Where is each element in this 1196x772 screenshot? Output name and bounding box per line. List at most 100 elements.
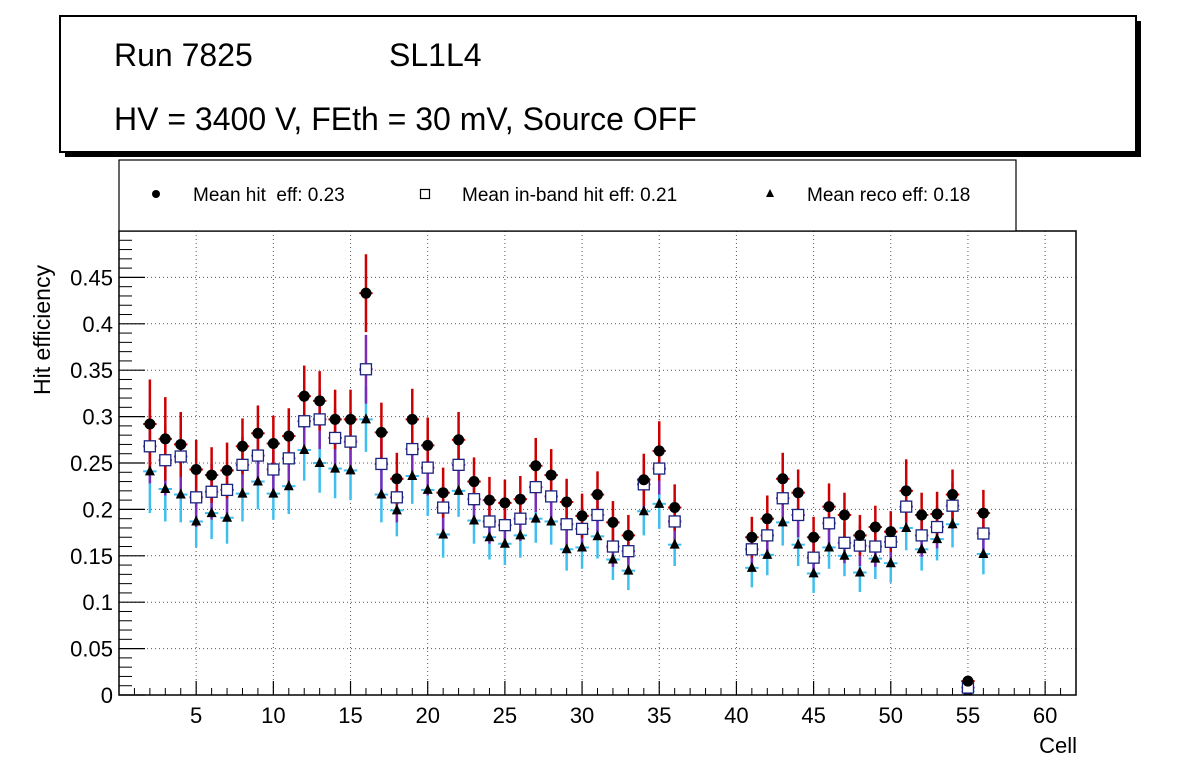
data-point xyxy=(328,431,342,445)
data-point xyxy=(638,505,649,516)
data-point xyxy=(438,528,449,539)
data-point xyxy=(252,427,264,439)
data-point xyxy=(901,521,912,532)
data-point xyxy=(498,519,512,532)
data-point xyxy=(453,484,464,495)
data-point xyxy=(376,488,387,499)
x-tick-label: 50 xyxy=(879,703,903,728)
legend-box xyxy=(118,159,1017,232)
data-point xyxy=(298,390,310,402)
data-point xyxy=(839,549,850,560)
data-point xyxy=(515,529,526,540)
data-point xyxy=(932,533,943,544)
data-point xyxy=(452,458,465,472)
data-point xyxy=(191,515,202,526)
data-point xyxy=(421,461,434,474)
x-tick-label: 55 xyxy=(956,703,980,728)
data-point xyxy=(761,529,774,542)
data-point xyxy=(606,540,620,553)
data-point xyxy=(345,464,356,475)
data-point xyxy=(607,553,618,564)
data-point xyxy=(884,535,897,549)
data-point xyxy=(576,510,588,522)
y-axis-label: Hit efficiency xyxy=(29,265,55,395)
data-point xyxy=(406,442,419,456)
data-point xyxy=(484,531,495,542)
conditions-label: HV = 3400 V, FEth = 30 mV, Source OFF xyxy=(114,101,697,137)
data-point xyxy=(978,547,989,558)
x-tick-label: 15 xyxy=(338,703,362,728)
data-point xyxy=(499,537,510,548)
data-point xyxy=(268,487,279,498)
y-tick-label: 0.05 xyxy=(70,637,113,662)
layer-label: SL1L4 xyxy=(389,37,482,73)
data-point xyxy=(577,541,588,552)
data-point xyxy=(360,287,372,299)
data-point xyxy=(822,517,836,530)
y-tick-label: 0 xyxy=(101,683,113,708)
data-point xyxy=(205,485,218,498)
legend-entry-label: Mean hit eff: 0.23 xyxy=(193,185,345,206)
data-point xyxy=(930,520,944,534)
data-point xyxy=(359,363,373,376)
data-point xyxy=(236,458,249,472)
data-point xyxy=(823,501,835,513)
data-point xyxy=(591,508,604,522)
data-point xyxy=(746,531,758,543)
data-point xyxy=(807,551,820,564)
data-point xyxy=(160,482,171,493)
data-point xyxy=(314,457,325,467)
data-point xyxy=(931,508,943,520)
data-point xyxy=(313,413,326,426)
data-point xyxy=(869,521,881,533)
x-tick-label: 25 xyxy=(493,703,517,728)
data-point xyxy=(329,413,341,425)
data-point xyxy=(838,509,850,521)
data-point xyxy=(298,415,311,428)
data-point xyxy=(344,435,357,448)
data-point xyxy=(530,512,541,523)
data-point xyxy=(375,457,388,471)
data-point xyxy=(469,514,480,525)
data-point xyxy=(824,541,835,552)
data-point xyxy=(529,480,542,494)
data-point xyxy=(220,483,234,497)
data-point xyxy=(762,548,773,559)
data-point xyxy=(545,490,558,503)
data-point xyxy=(483,494,495,506)
run-label: Run 7825 xyxy=(114,37,253,73)
data-point xyxy=(777,516,788,527)
data-point xyxy=(854,529,866,541)
data-point xyxy=(483,515,496,528)
x-tick-label: 20 xyxy=(415,703,439,728)
data-point xyxy=(853,539,867,552)
data-point xyxy=(360,413,371,424)
y-tick-label: 0.45 xyxy=(70,265,113,290)
data-point xyxy=(869,540,882,553)
data-point xyxy=(592,489,603,501)
data-point xyxy=(391,473,403,485)
title-box: Run 7825 SL1L4 HV = 3400 V, FEth = 30 mV… xyxy=(59,15,1137,153)
x-tick-label: 60 xyxy=(1033,703,1057,728)
data-point xyxy=(267,438,279,450)
axis-ticks: 5 10 15 20 25 30 35 40 45 50 55 60 0 0.05 0.1 0.15 0.2 0.… xyxy=(70,239,1062,728)
data-point xyxy=(514,493,526,505)
data-point xyxy=(654,497,665,508)
data-point xyxy=(777,473,789,485)
legend: Mean hit eff: 0.23 Mean in-band hit eff: … xyxy=(118,159,1017,232)
data-point xyxy=(946,499,959,512)
data-point xyxy=(530,460,542,472)
data-point xyxy=(653,445,665,457)
data-point xyxy=(792,487,804,499)
data-point xyxy=(345,413,357,425)
data-point xyxy=(808,531,820,543)
data-point xyxy=(251,449,265,462)
data-point xyxy=(915,529,928,542)
data-point xyxy=(761,513,773,525)
data-point xyxy=(453,434,465,446)
data-point xyxy=(175,488,186,499)
data-point xyxy=(467,493,481,506)
data-point xyxy=(870,552,881,563)
x-tick-label: 40 xyxy=(724,703,748,728)
